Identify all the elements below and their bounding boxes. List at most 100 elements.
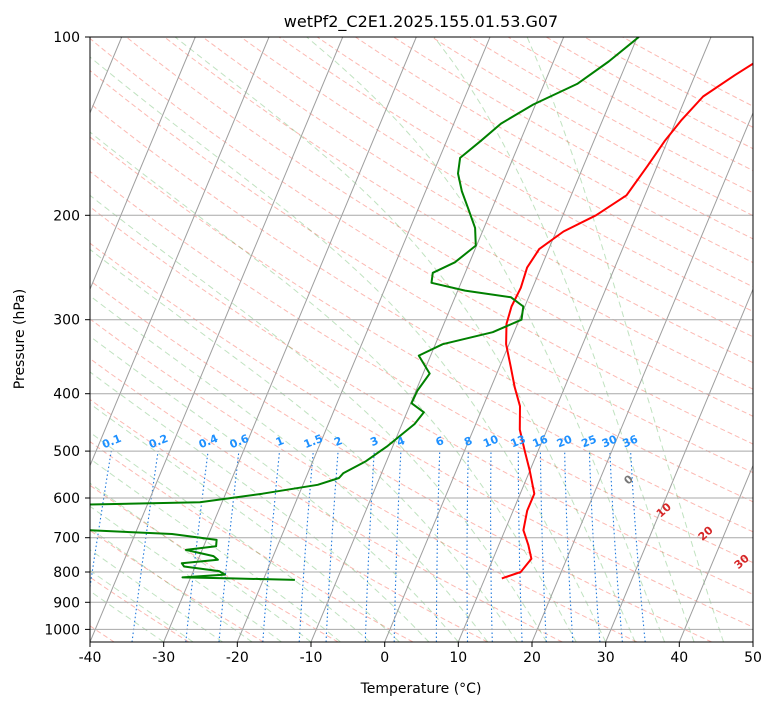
dry-adiabat [240, 37, 753, 338]
moist-adiabat [90, 131, 577, 642]
dry-adiabat [90, 69, 753, 474]
y-tick-label: 300 [53, 313, 80, 329]
mixing-ratio-line [539, 451, 547, 642]
mixing-ratio-line [298, 451, 314, 642]
dry-adiabat [90, 37, 753, 445]
dry-adiabat [164, 37, 753, 390]
isotherm [90, 37, 344, 642]
moist-adiabat [90, 482, 312, 642]
mixing-ratio-label: 8 [462, 434, 474, 449]
moist-adiabat [90, 590, 164, 642]
moist-adiabat [90, 505, 282, 642]
isotherm [310, 37, 565, 642]
y-axis-label: Pressure (hPa) [12, 289, 28, 389]
moist-adiabat [174, 37, 636, 642]
mixing-ratio-label: 13 [509, 433, 528, 451]
dry-adiabat [90, 318, 638, 642]
x-tick-label: -10 [300, 650, 323, 666]
dry-adiabat [90, 441, 414, 642]
dry-adiabat [393, 37, 753, 240]
reference-labels: -100-90-80-70-60-50-40-30-20-100.10.20.4… [20, 431, 775, 600]
moist-adiabat [90, 431, 371, 642]
dry-adiabat [90, 242, 753, 628]
isotherm [531, 111, 753, 642]
mixing-ratio-label: 36 [621, 433, 640, 451]
mixing-ratio-line [131, 451, 159, 642]
chart-title: wetPf2_C2E1.2025.155.01.53.G07 [284, 12, 558, 32]
mixing-ratio-label: 0.1 [100, 432, 123, 451]
mixing-ratio-line [364, 451, 375, 642]
y-tick-label: 900 [53, 595, 80, 611]
mixing-ratio-label: 3 [368, 434, 380, 449]
y-tick-label: 400 [53, 387, 80, 403]
moist-adiabat [90, 248, 518, 642]
dry-adiabat [90, 358, 563, 642]
dry-adiabat [125, 37, 753, 417]
dry-adiabat [278, 37, 753, 312]
moist-adiabat [90, 194, 548, 642]
y-tick-label: 600 [53, 491, 80, 507]
x-tick-label: 40 [670, 650, 688, 666]
x-tick-label: 20 [523, 650, 541, 666]
moist-adiabat [90, 527, 253, 642]
moist-adiabat [90, 295, 489, 642]
x-axis-label: Temperature (°C) [360, 681, 482, 697]
mixing-ratio-label: 16 [531, 433, 550, 451]
y-tick-label: 500 [53, 444, 80, 460]
x-tick-label: -40 [79, 650, 102, 666]
isotherm [90, 37, 270, 467]
x-tick-label: -20 [226, 650, 249, 666]
plot-area [90, 37, 753, 642]
mixing-ratio-line [435, 451, 441, 642]
x-tick-label: 30 [597, 650, 615, 666]
isotherm [752, 640, 753, 642]
moist-adiabat-label: 40 [768, 580, 775, 600]
isotherm [236, 37, 491, 642]
mixing-ratio-label: 25 [579, 433, 598, 451]
dry-adiabat [202, 37, 753, 364]
isotherm [457, 37, 712, 642]
dry-adiabat [90, 170, 753, 564]
mixing-ratio-line [588, 451, 601, 642]
isotherm [678, 464, 753, 642]
moist-adiabat [90, 403, 400, 642]
dry-adiabat [90, 529, 264, 642]
moist-adiabat [90, 549, 223, 642]
dewpoint-profile [90, 37, 640, 581]
dry-adiabat [90, 279, 712, 642]
dry-adiabat [90, 102, 753, 503]
mixing-ratio-label: 2 [332, 434, 344, 449]
mixing-ratio-label: 0.2 [147, 432, 170, 451]
dry-adiabat [90, 398, 488, 642]
dry-adiabat [507, 37, 753, 172]
x-tick-label: -30 [152, 650, 175, 666]
moist-adiabat-label: 20 [696, 523, 716, 543]
mixing-ratio-line [490, 451, 493, 642]
dry-adiabat-label: -10 [20, 431, 43, 455]
mixing-ratio-line [218, 451, 240, 642]
moist-adiabat [90, 569, 194, 642]
moist-adiabat [306, 37, 666, 642]
isotherm [605, 287, 753, 642]
dry-adiabat [622, 37, 753, 107]
mixing-ratio-line [393, 451, 402, 642]
mixing-ratio-label: 10 [481, 433, 500, 451]
moist-adiabat [433, 37, 695, 642]
mixing-ratio-line [90, 451, 112, 591]
dry-adiabat [90, 206, 753, 595]
mixing-ratio-line [609, 451, 623, 642]
mixing-ratio-label: 4 [395, 434, 407, 449]
moist-adiabat [90, 458, 341, 642]
y-tick-label: 100 [53, 30, 80, 46]
isotherm [90, 37, 196, 291]
temperature-profile [501, 62, 753, 580]
y-tick-label: 700 [53, 531, 80, 547]
axes: -40 -30 -20 -10 0 10 20 30 40 50 100 200 300 400 500 60… [44, 30, 762, 666]
x-tick-label: 0 [380, 650, 389, 666]
x-tick-label: 10 [449, 650, 467, 666]
mixing-ratio-line [466, 451, 469, 642]
y-tick-label: 1000 [44, 622, 80, 638]
isotherm [384, 37, 638, 642]
